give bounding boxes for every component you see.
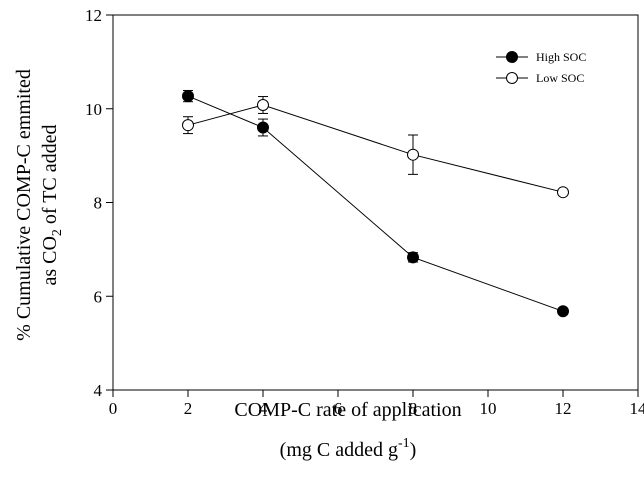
y-tick-label: 8	[94, 194, 103, 213]
high-soc-point	[257, 121, 269, 134]
x-tick-label: 14	[630, 399, 644, 418]
x-tick-label: 0	[109, 399, 118, 418]
x-axis-units-suffix: )	[410, 439, 417, 461]
x-tick-label: 8	[409, 399, 418, 418]
series-layer	[182, 89, 569, 318]
high-soc-point	[407, 251, 419, 264]
y-axis-title-line2-sub: 2	[50, 229, 65, 236]
y-axis-title-line2-suffix: of TC added	[39, 124, 61, 229]
x-tick-label: 4	[259, 399, 268, 418]
low-soc-point	[407, 148, 419, 161]
y-axis-title-line1: % Cumulative COMP-C emmited	[13, 69, 35, 341]
y-tick-label: 6	[94, 287, 103, 306]
y-axis-title-line2: as CO2 of TC added	[39, 124, 65, 285]
x-tick-label: 2	[184, 399, 193, 418]
x-axis-units-exp: -1	[398, 436, 410, 451]
ticks: 0 2 4 6 8 10 12 14 4 6 8 10 12	[85, 6, 644, 418]
legend-label-low-soc: Low SOC	[536, 71, 584, 85]
y-tick-label: 12	[85, 6, 102, 25]
x-axis-units: (mg C added g-1)	[280, 436, 417, 461]
low-soc-point	[257, 99, 269, 111]
legend-marker-high-soc	[506, 51, 518, 63]
y-tick-label: 10	[85, 100, 102, 119]
high-soc-point	[182, 90, 194, 103]
high-soc-point	[557, 305, 569, 318]
x-axis-units-prefix: (mg C added g	[280, 439, 398, 461]
y-axis-title-line2-prefix: as CO	[39, 236, 61, 285]
x-tick-label: 12	[555, 399, 572, 418]
legend-marker-low-soc	[506, 72, 518, 84]
legend: High SOC Low SOC	[496, 50, 586, 85]
legend-label-high-soc: High SOC	[536, 50, 586, 64]
x-tick-label: 10	[480, 399, 497, 418]
low-soc-point	[557, 186, 569, 199]
x-axis-title: COMP-C rate of application	[234, 399, 461, 421]
x-tick-label: 6	[334, 399, 343, 418]
low-soc-line	[187, 104, 564, 193]
low-soc-point	[182, 119, 194, 132]
y-tick-label: 4	[94, 381, 103, 400]
high-soc-line	[187, 95, 564, 312]
